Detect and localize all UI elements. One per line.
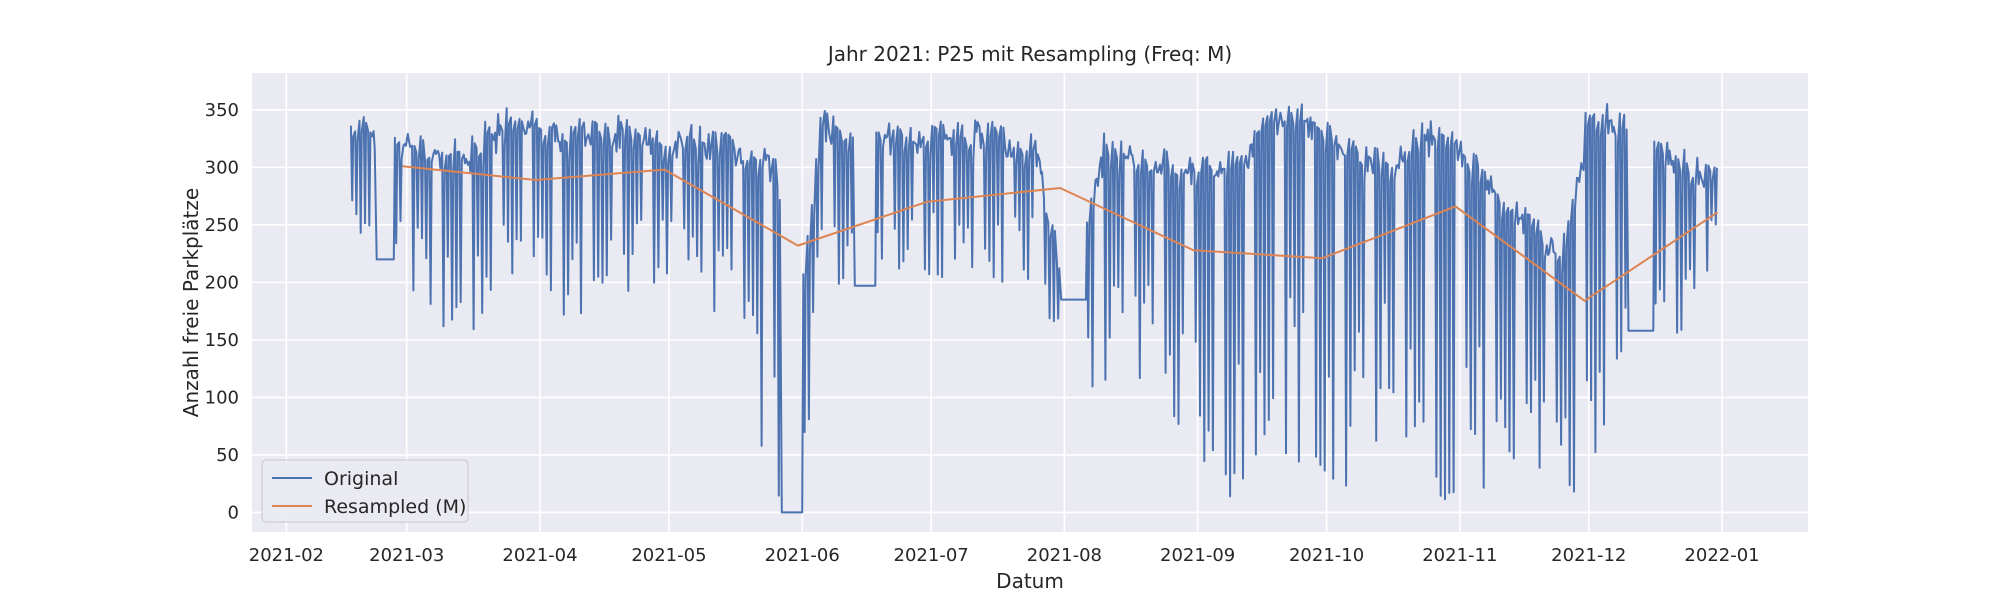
y-tick-label-6: 300	[205, 157, 239, 178]
x-tick-label-8: 2021-10	[1289, 545, 1364, 566]
y-tick-label-1: 50	[216, 445, 239, 466]
y-tick-label-3: 150	[205, 330, 239, 351]
legend-label-original: Original	[324, 468, 398, 490]
y-tick-label-5: 250	[205, 215, 239, 236]
y-tick-label-2: 100	[205, 387, 239, 408]
y-tick-label-7: 350	[205, 100, 239, 121]
y-axis-label: Anzahl freie Parkplätze	[179, 188, 203, 417]
x-tick-label-9: 2021-11	[1422, 545, 1497, 566]
x-tick-label-0: 2021-02	[249, 545, 324, 566]
x-tick-label-11: 2022-01	[1684, 545, 1759, 566]
x-tick-label-4: 2021-06	[765, 545, 840, 566]
x-tick-label-5: 2021-07	[894, 545, 969, 566]
x-tick-label-6: 2021-08	[1027, 545, 1102, 566]
chart-title: Jahr 2021: P25 mit Resampling (Freq: M)	[826, 42, 1232, 66]
legend-label-resampled: Resampled (M)	[324, 496, 466, 518]
x-axis-label: Datum	[996, 569, 1064, 593]
x-tick-label-7: 2021-09	[1160, 545, 1235, 566]
y-tick-label-0: 0	[228, 502, 239, 523]
x-tick-label-1: 2021-03	[369, 545, 444, 566]
legend: Original Resampled (M)	[262, 460, 468, 522]
x-tick-label-2: 2021-04	[502, 545, 577, 566]
x-tick-label-3: 2021-05	[631, 545, 706, 566]
x-tick-label-10: 2021-12	[1551, 545, 1626, 566]
y-tick-label-4: 200	[205, 272, 239, 293]
